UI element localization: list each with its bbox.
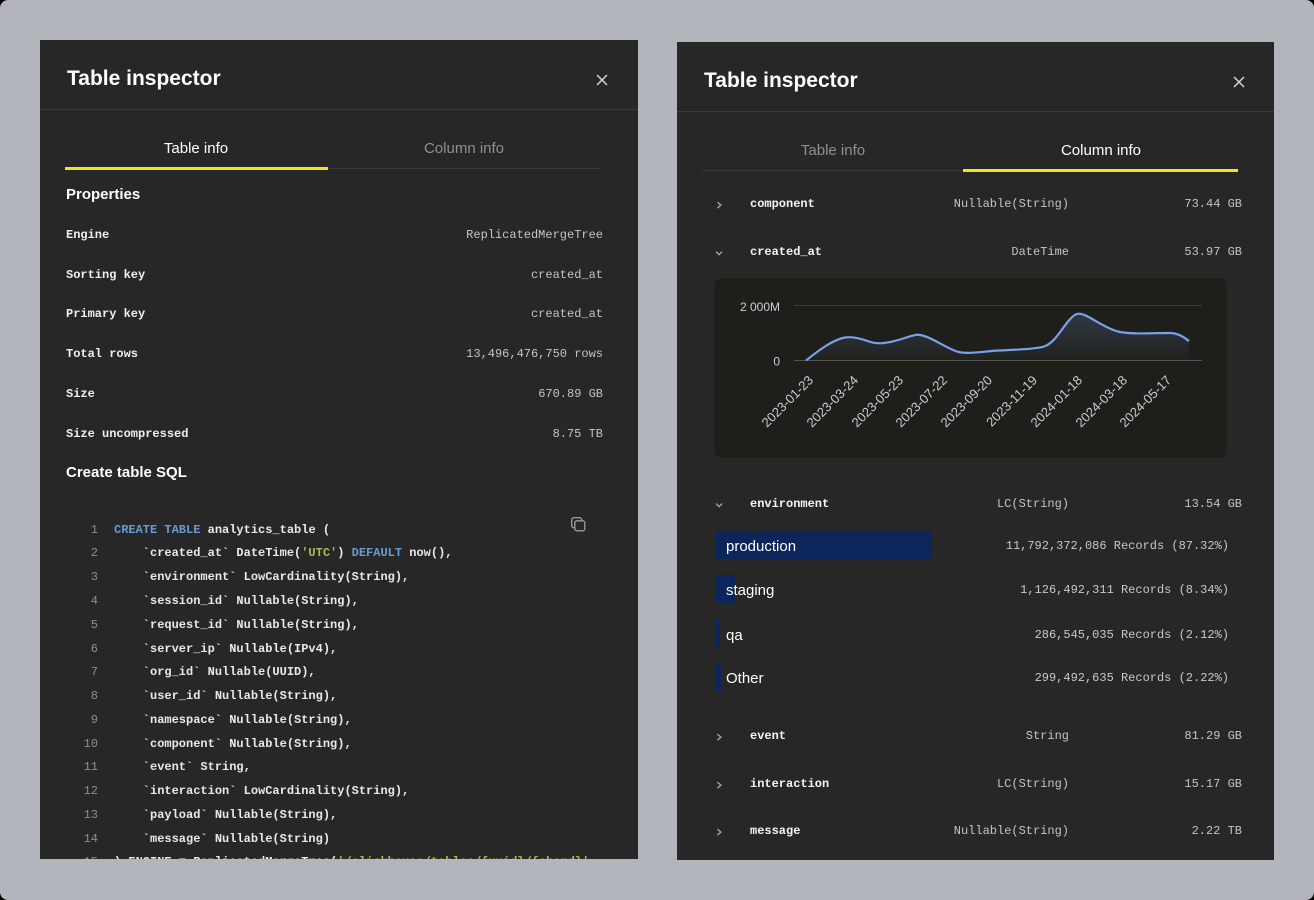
svg-text:2 000M: 2 000M bbox=[740, 300, 780, 314]
svg-text:0: 0 bbox=[773, 355, 780, 369]
